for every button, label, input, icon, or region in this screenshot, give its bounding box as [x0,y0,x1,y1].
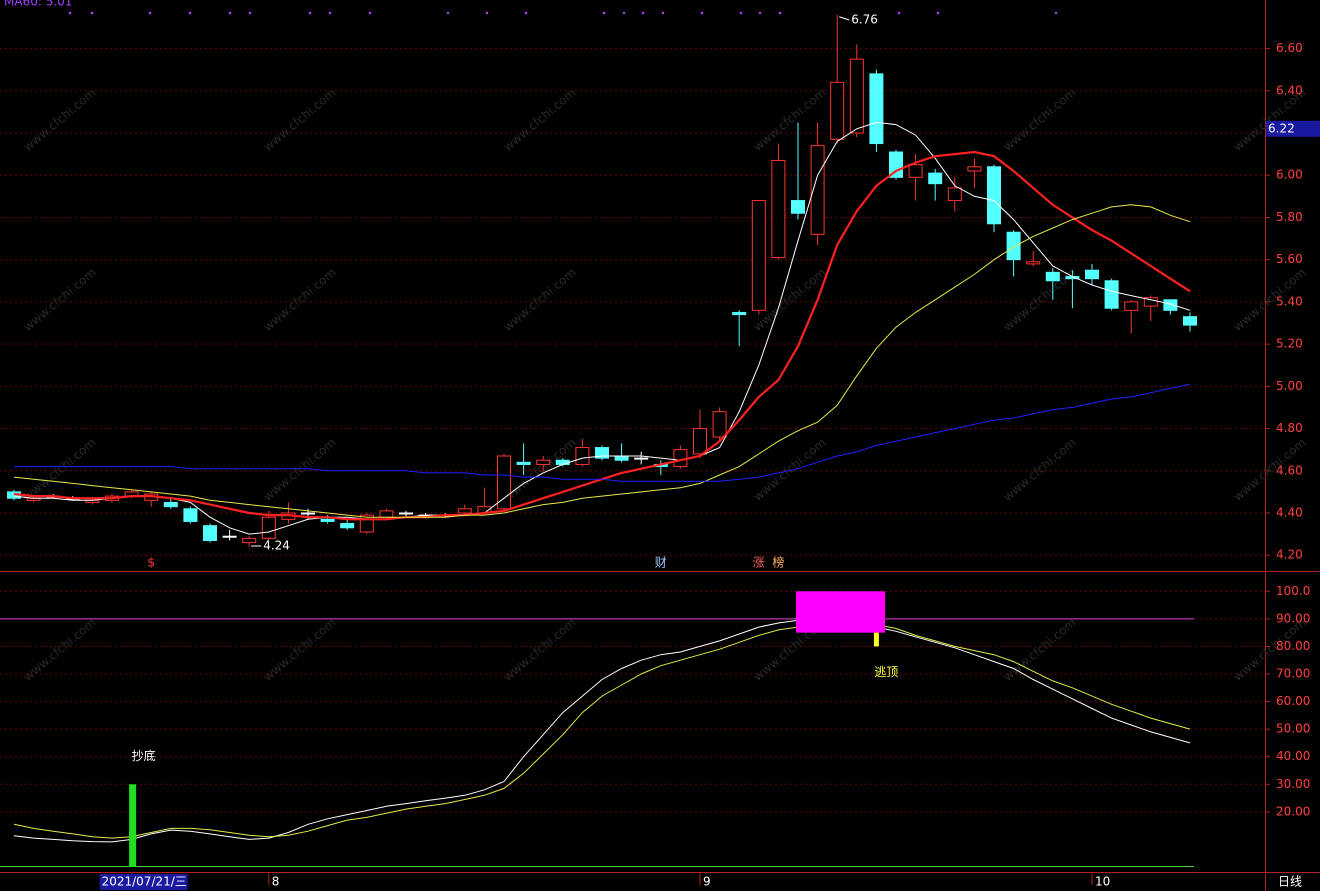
x-tick-label: 2021/07/21/三 [102,875,187,889]
date-highlight [99,874,188,890]
candle-body [222,535,237,538]
y-tick-label: 100.0 [1276,584,1310,598]
indicator-line [13,619,1191,843]
indicator-line [13,623,1191,839]
event-marker: 涨 [753,555,765,570]
y-tick-label: 5.40 [1276,294,1303,308]
candle-body [320,518,335,522]
indicator-title: MA60: 5.01 [4,0,72,9]
y-tick-label: 80.00 [1276,639,1310,653]
candle-body [947,187,962,202]
candle-body [869,73,884,145]
event-marker: 财 [655,556,667,570]
signal-bar [873,632,879,647]
candle-body [928,172,943,185]
y-tick-label: 4.60 [1276,463,1303,477]
y-tick-label: 5.60 [1276,252,1303,266]
candle-body [261,516,276,539]
candle-body [497,455,511,510]
candle-body [732,311,747,316]
candle-body [751,200,766,311]
y-tick-label: 4.20 [1276,548,1303,562]
y-tick-label: 50.00 [1276,722,1310,736]
y-tick-label: 6.00 [1276,168,1303,182]
period-label: 日线 [1278,875,1302,889]
candle-body [791,200,805,214]
candle-body [575,447,590,465]
signal-label: 抄底 [132,748,156,763]
candle-body [1143,297,1158,307]
indicator-line [13,204,1191,518]
candle-body [203,525,217,541]
candle-body [1163,299,1178,311]
candle-body [908,164,923,178]
candle-body [457,508,472,514]
candle-body [810,145,825,235]
candle-body [849,58,864,134]
y-tick-label: 6.40 [1276,83,1303,97]
candle-body [301,512,315,515]
price-tag: 6.22 [1268,121,1295,135]
y-tick-label: 5.80 [1276,210,1303,224]
y-tick-label: 30.00 [1276,777,1310,791]
annotation: 6.76 [851,13,878,27]
candle-body [1006,231,1021,261]
candle-body [340,523,355,529]
candle-body [967,166,982,172]
candle-body [516,461,531,465]
candle-body [1183,316,1197,326]
candle-body [1026,261,1041,265]
signal-box [796,591,885,633]
candle-body [163,501,178,508]
y-tick-label: 90.00 [1276,611,1310,625]
y-tick-label: 4.40 [1276,506,1303,520]
signal-label: 逃顶 [874,665,898,679]
candle-body [1045,271,1060,282]
event-marker: $ [147,556,155,570]
x-tick-label: 10 [1095,875,1110,889]
y-tick-label: 5.00 [1276,379,1303,393]
annotation: 4.24 [263,539,290,553]
annotation-arrow [839,16,850,21]
signal-bar [129,784,137,867]
candle-body [536,459,551,465]
candle-body [614,455,629,461]
indicator-line [14,383,1191,482]
indicator-line [13,121,1191,535]
candle-body [1124,301,1139,311]
candle-body [634,457,649,460]
candle-body [889,151,903,178]
y-tick-label: 20.00 [1276,804,1310,818]
candle-body [555,459,570,465]
candle-body [595,447,609,459]
y-tick-label: 70.00 [1276,667,1310,681]
candle-body [1085,269,1099,280]
candle-body [399,512,413,515]
candle-body [771,159,786,259]
x-tick-label: 8 [272,875,280,889]
candle-body [183,508,198,522]
y-tick-label: 4.80 [1276,421,1303,435]
candle-body [1104,280,1119,309]
top-dots [68,11,1058,15]
candle-body [987,166,1001,225]
candle-body [830,81,845,140]
candle-body [242,537,257,544]
x-tick-label: 9 [703,875,711,889]
candle-body [379,510,394,518]
y-tick-label: 5.20 [1276,337,1303,351]
candle-body [693,428,707,455]
y-tick-label: 6.60 [1276,41,1303,55]
candle-body [712,411,727,438]
event-marker: 榜 [772,555,784,570]
y-tick-label: 40.00 [1276,749,1310,763]
price-tag-box [1266,120,1320,137]
y-tick-label: 60.00 [1276,694,1310,708]
